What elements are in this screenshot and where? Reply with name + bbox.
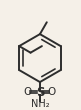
Text: O: O <box>48 87 56 97</box>
Text: S: S <box>36 86 44 99</box>
Text: NH₂: NH₂ <box>31 99 49 109</box>
Text: O: O <box>24 87 32 97</box>
